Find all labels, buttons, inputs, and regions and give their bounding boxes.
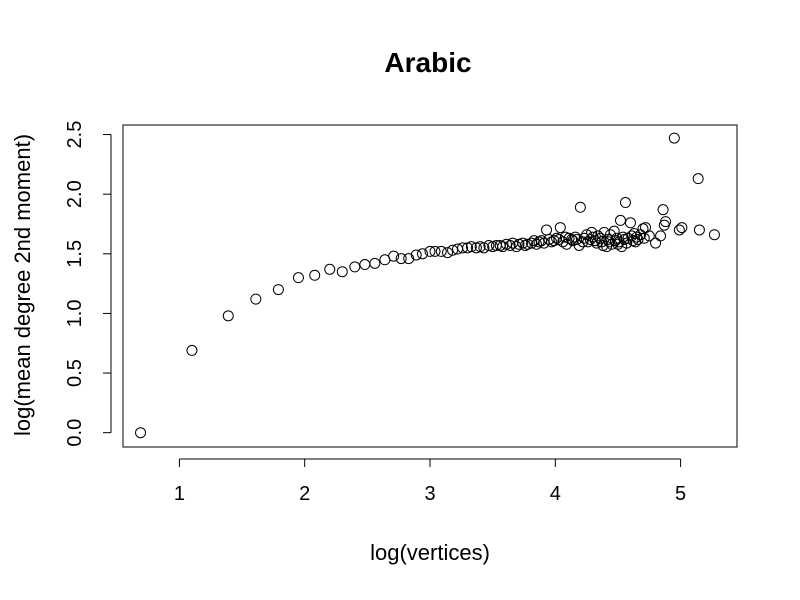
data-point [429, 245, 441, 257]
y-tick-label: 0.0 [64, 419, 86, 447]
data-point [292, 272, 304, 284]
data-point [554, 222, 566, 234]
data-point [548, 235, 560, 247]
data-point [435, 245, 447, 257]
data-point [359, 259, 371, 271]
data-point [571, 233, 583, 245]
data-point [410, 249, 422, 261]
y-axis: 0.0 0.5 1.0 1.5 2.0 2.5 [64, 121, 112, 447]
data-point [517, 237, 529, 249]
data-point [619, 197, 631, 209]
data-point [403, 253, 415, 265]
x-tick-label: 3 [424, 483, 435, 505]
data-point [578, 232, 590, 244]
data-points [135, 132, 720, 439]
data-point [510, 241, 522, 253]
y-tick-label: 1.5 [64, 240, 86, 268]
data-point [336, 266, 348, 278]
data-point [369, 257, 381, 269]
data-point [693, 224, 705, 236]
data-point [504, 239, 516, 251]
data-point [424, 245, 436, 257]
y-tick-label: 2.5 [64, 121, 86, 149]
data-point [222, 310, 234, 322]
data-point [250, 293, 262, 305]
data-point [541, 224, 553, 236]
y-tick-label: 0.5 [64, 359, 86, 387]
data-point [643, 230, 655, 242]
data-point [624, 217, 636, 229]
y-tick-label: 1.0 [64, 300, 86, 328]
data-point [457, 242, 469, 254]
data-point [650, 237, 662, 249]
data-point [416, 248, 428, 260]
data-point [673, 224, 685, 236]
data-point [660, 216, 672, 228]
data-point [692, 173, 704, 185]
y-axis-label: log(mean degree 2nd moment) [10, 134, 35, 436]
data-point [655, 230, 667, 242]
data-point [708, 229, 720, 241]
data-point [614, 214, 626, 226]
chart-title: Arabic [384, 47, 471, 78]
data-point [638, 232, 650, 244]
data-point [574, 201, 586, 213]
data-point [668, 132, 680, 144]
x-axis-label: log(vertices) [370, 540, 490, 565]
data-point [349, 261, 361, 273]
x-tick-label: 2 [299, 483, 310, 505]
data-point [587, 231, 599, 243]
data-point [395, 253, 407, 265]
data-point [324, 263, 336, 275]
data-point [657, 204, 669, 216]
x-tick-label: 1 [174, 483, 185, 505]
data-point [592, 230, 604, 242]
data-point [388, 250, 400, 262]
plot-frame [122, 124, 738, 448]
x-axis: 1 2 3 4 5 [174, 458, 686, 505]
data-point [447, 244, 459, 256]
data-point [611, 232, 623, 244]
data-point [442, 247, 454, 259]
data-point [626, 230, 638, 242]
data-point [617, 231, 629, 243]
x-tick-label: 5 [675, 483, 686, 505]
data-point [478, 242, 490, 254]
data-point [135, 427, 147, 439]
data-point [525, 237, 537, 249]
data-point [465, 241, 477, 253]
data-point [272, 284, 284, 296]
data-point [309, 269, 321, 281]
x-tick-label: 4 [550, 483, 561, 505]
data-point [186, 344, 198, 356]
y-tick-label: 2.0 [64, 180, 86, 208]
data-point [528, 235, 540, 247]
data-point [676, 222, 688, 234]
data-point [628, 228, 640, 240]
